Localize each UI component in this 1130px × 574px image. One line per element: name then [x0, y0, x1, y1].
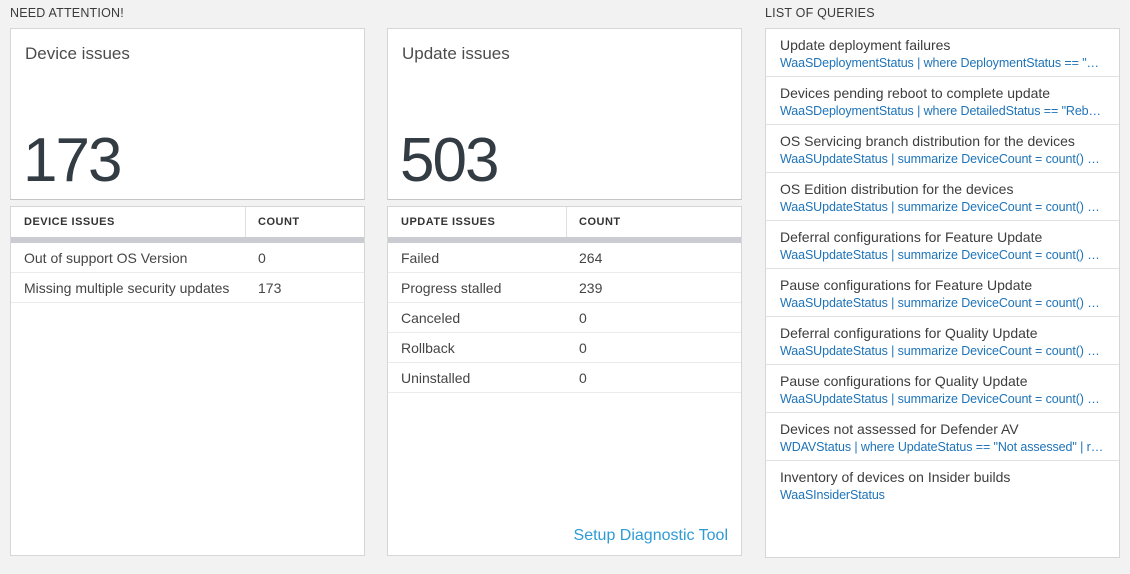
query-item[interactable]: OS Servicing branch distribution for the…: [766, 125, 1119, 173]
device-issues-table-header: DEVICE ISSUES COUNT: [11, 207, 364, 237]
row-count: 0: [579, 309, 587, 326]
query-code: WDAVStatus | where UpdateStatus == "Not …: [780, 440, 1105, 454]
update-issues-table-header: UPDATE ISSUES COUNT: [388, 207, 741, 237]
table-row[interactable]: Uninstalled 0: [388, 363, 741, 393]
table-row[interactable]: Progress stalled 239: [388, 273, 741, 303]
query-title: Update deployment failures: [780, 37, 951, 53]
query-code: WaaSUpdateStatus | summarize DeviceCount…: [780, 248, 1105, 262]
query-code: WaaSDeploymentStatus | where DetailedSta…: [780, 104, 1105, 118]
row-label: Progress stalled: [401, 279, 502, 296]
query-title: Deferral configurations for Feature Upda…: [780, 229, 1043, 245]
device-issues-tile[interactable]: Device issues 173: [10, 28, 365, 200]
row-count: 0: [258, 249, 266, 266]
list-of-queries-header: LIST OF QUERIES: [765, 6, 875, 20]
device-issues-column: Device issues 173 DEVICE ISSUES COUNT Ou…: [10, 28, 365, 556]
table-header-bar: [11, 237, 364, 243]
row-label: Failed: [401, 249, 440, 266]
query-code: WaaSUpdateStatus | summarize DeviceCount…: [780, 344, 1105, 358]
query-item[interactable]: Devices pending reboot to complete updat…: [766, 77, 1119, 125]
setup-diagnostic-tool-link[interactable]: Setup Diagnostic Tool: [573, 527, 728, 544]
need-attention-header: NEED ATTENTION!: [10, 6, 124, 20]
query-title: Inventory of devices on Insider builds: [780, 469, 1011, 485]
update-issues-rows: Failed 264 Progress stalled 239 Canceled: [388, 243, 741, 393]
row-label: Rollback: [401, 339, 455, 356]
device-issues-rows: Out of support OS Version 0 Missing mult…: [11, 243, 364, 303]
query-item[interactable]: OS Edition distribution for the devices …: [766, 173, 1119, 221]
row-label: Out of support OS Version: [24, 249, 188, 266]
table-row[interactable]: Rollback 0: [388, 333, 741, 363]
query-item[interactable]: Inventory of devices on Insider builds W…: [766, 461, 1119, 509]
query-title: Devices not assessed for Defender AV: [780, 421, 1019, 437]
query-title: OS Edition distribution for the devices: [780, 181, 1014, 197]
query-item[interactable]: Devices not assessed for Defender AV WDA…: [766, 413, 1119, 461]
device-issues-table: DEVICE ISSUES COUNT Out of support OS Ve…: [10, 206, 365, 556]
row-count: 0: [579, 339, 587, 356]
dashboard: NEED ATTENTION! Device issues 173 DEVICE…: [10, 5, 1120, 558]
query-title: Pause configurations for Quality Update: [780, 373, 1028, 389]
query-code: WaaSDeploymentStatus | where DeploymentS…: [780, 56, 1105, 70]
query-item[interactable]: Pause configurations for Quality Update …: [766, 365, 1119, 413]
update-issues-tile[interactable]: Update issues 503: [387, 28, 742, 200]
update-issues-table: UPDATE ISSUES COUNT Failed 264: [387, 206, 742, 556]
update-issues-title: Update issues: [402, 44, 510, 63]
query-title: Deferral configurations for Quality Upda…: [780, 325, 1038, 341]
column-header-update-issues: UPDATE ISSUES: [401, 216, 496, 228]
query-code: WaaSUpdateStatus | summarize DeviceCount…: [780, 296, 1105, 310]
query-code: WaaSInsiderStatus: [780, 488, 885, 502]
table-row[interactable]: Canceled 0: [388, 303, 741, 333]
device-issues-count: 173: [23, 126, 122, 195]
table-row[interactable]: Out of support OS Version 0: [11, 243, 364, 273]
column-header-count: COUNT: [245, 207, 364, 237]
row-count: 0: [579, 369, 587, 386]
table-header-bar: [388, 237, 741, 243]
query-item[interactable]: Update deployment failures WaaSDeploymen…: [766, 29, 1119, 77]
list-of-queries-section: LIST OF QUERIES Update deployment failur…: [765, 5, 1120, 558]
query-title: OS Servicing branch distribution for the…: [780, 133, 1075, 149]
query-item[interactable]: Deferral configurations for Feature Upda…: [766, 221, 1119, 269]
table-row[interactable]: Missing multiple security updates 173: [11, 273, 364, 303]
queries-panel: Update deployment failures WaaSDeploymen…: [765, 28, 1120, 558]
table-row[interactable]: Failed 264: [388, 243, 741, 273]
query-item[interactable]: Deferral configurations for Quality Upda…: [766, 317, 1119, 365]
column-header-device-issues: DEVICE ISSUES: [24, 216, 115, 228]
column-header-count: COUNT: [566, 207, 741, 237]
query-code: WaaSUpdateStatus | summarize DeviceCount…: [780, 200, 1105, 214]
query-code: WaaSUpdateStatus | summarize DeviceCount…: [780, 392, 1105, 406]
row-label: Canceled: [401, 309, 461, 326]
row-count: 239: [579, 279, 603, 296]
row-count: 264: [579, 249, 603, 266]
row-label: Missing multiple security updates: [24, 279, 230, 296]
need-attention-section: NEED ATTENTION! Device issues 173 DEVICE…: [10, 5, 742, 558]
query-item[interactable]: Pause configurations for Feature Update …: [766, 269, 1119, 317]
row-count: 173: [258, 279, 282, 296]
update-issues-column: Update issues 503 UPDATE ISSUES COUNT Fa…: [387, 28, 742, 556]
query-code: WaaSUpdateStatus | summarize DeviceCount…: [780, 152, 1105, 166]
device-issues-title: Device issues: [25, 44, 130, 63]
update-issues-count: 503: [400, 126, 499, 195]
query-title: Pause configurations for Feature Update: [780, 277, 1033, 293]
query-title: Devices pending reboot to complete updat…: [780, 85, 1051, 101]
row-label: Uninstalled: [401, 369, 471, 386]
